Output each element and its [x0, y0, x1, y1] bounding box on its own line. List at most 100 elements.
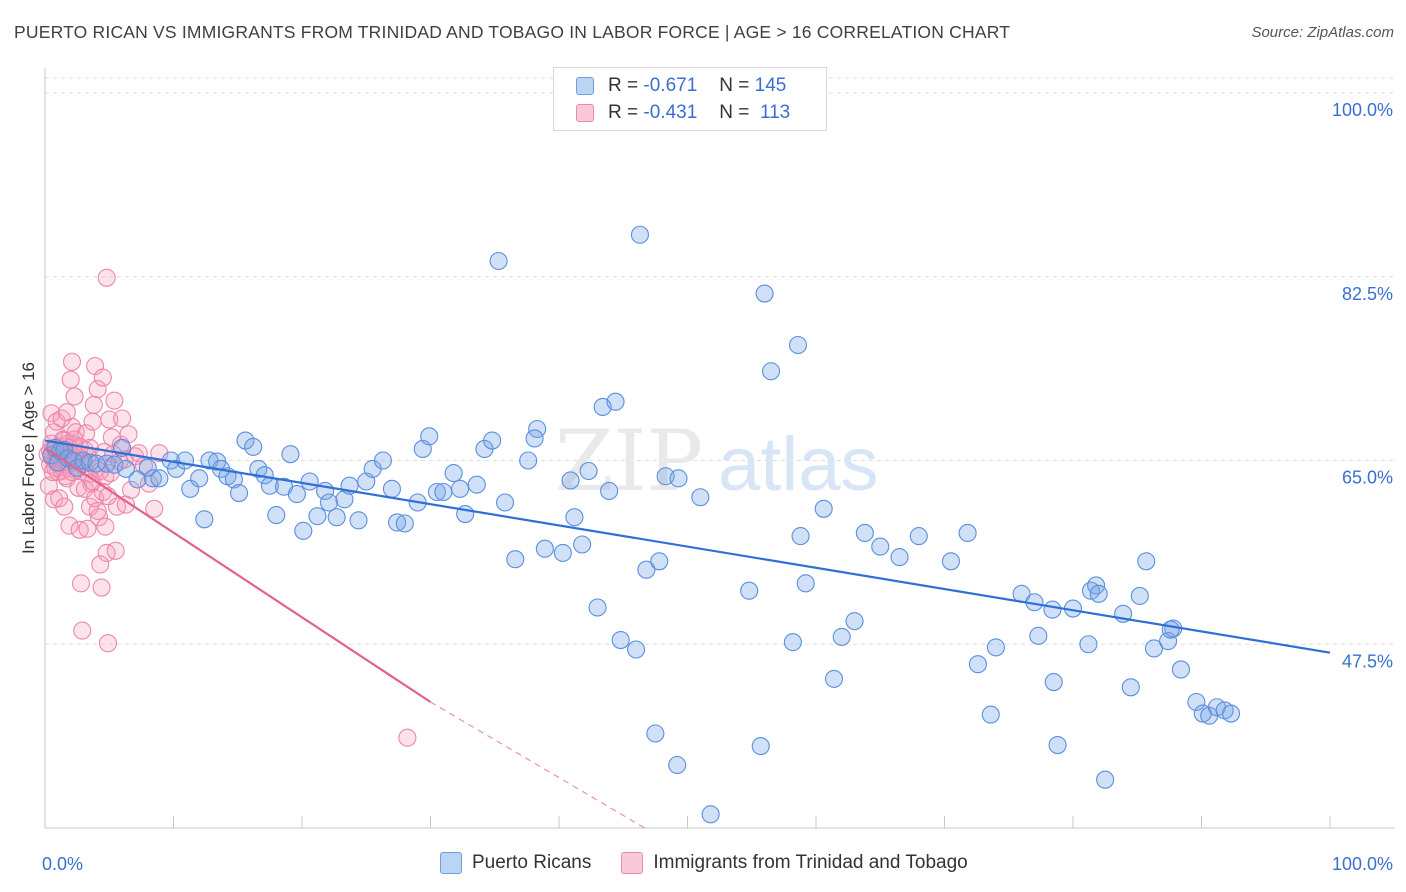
- legend-r-label: R =: [608, 102, 639, 123]
- watermark: ZIP atlas: [555, 412, 879, 510]
- data-point-blue: [791, 527, 810, 546]
- data-point-blue: [287, 485, 306, 504]
- data-point-blue: [116, 459, 136, 478]
- legend-r-value: -0.671: [643, 75, 698, 96]
- data-point-blue: [890, 548, 909, 567]
- data-point-blue: [701, 805, 720, 824]
- data-point-pink: [88, 380, 107, 399]
- series-swatch-pink: [621, 852, 644, 874]
- data-point-blue: [388, 513, 407, 532]
- data-point-pink: [105, 391, 124, 410]
- data-point-pink: [96, 517, 115, 536]
- data-point-blue: [1096, 770, 1115, 789]
- legend-row-pink: R = -0.431 N = 113: [576, 101, 790, 125]
- data-point-pink: [55, 497, 74, 516]
- watermark-atlas: atlas: [718, 422, 879, 507]
- data-point-blue: [941, 552, 960, 571]
- data-point-blue: [97, 454, 116, 473]
- data-point-blue: [143, 469, 162, 488]
- data-point-blue: [195, 510, 214, 529]
- trend-lines: [44, 439, 1331, 829]
- data-point-blue: [1171, 660, 1190, 679]
- data-point-blue: [691, 488, 710, 507]
- data-point-blue: [761, 362, 781, 381]
- data-point-blue: [87, 454, 106, 473]
- data-point-blue: [783, 633, 802, 652]
- data-point-blue: [1130, 586, 1149, 606]
- legend-row-blue: R = -0.671 N = 145: [576, 74, 786, 98]
- series-swatch-blue: [440, 852, 462, 874]
- data-point-pink: [70, 520, 89, 539]
- data-point-blue: [308, 507, 327, 526]
- legend-r-label: R =: [608, 75, 639, 96]
- data-point-blue: [229, 483, 249, 503]
- data-point-pink: [62, 352, 82, 371]
- data-point-blue: [444, 464, 463, 483]
- trend-line-pink-extension: [430, 701, 645, 829]
- data-point-pink: [107, 497, 127, 516]
- data-point-blue: [190, 469, 209, 488]
- data-point-blue: [319, 493, 339, 512]
- data-point-pink: [93, 368, 112, 387]
- data-point-blue: [855, 523, 874, 543]
- data-point-pink: [89, 508, 109, 527]
- chart-title: PUERTO RICAN VS IMMIGRANTS FROM TRINIDAD…: [14, 22, 1011, 42]
- data-point-pink: [100, 410, 119, 429]
- data-point-blue: [565, 508, 584, 527]
- data-point-blue: [1121, 678, 1140, 697]
- legend-n-label: N =: [719, 102, 750, 123]
- data-point-pink: [71, 574, 91, 593]
- data-point-blue: [483, 431, 502, 450]
- data-point-blue: [588, 598, 607, 617]
- data-point-pink: [88, 501, 107, 520]
- series-legend: Puerto Ricans Immigrants from Trinidad a…: [440, 852, 998, 874]
- data-point-pink: [145, 499, 164, 518]
- data-point-blue: [420, 427, 439, 446]
- data-point-pink: [84, 395, 103, 414]
- legend-n-value: 113: [759, 102, 791, 123]
- data-point-pink: [113, 409, 132, 428]
- data-point-blue: [755, 284, 774, 303]
- data-point-blue: [506, 550, 525, 569]
- legend-r-value: -0.431: [643, 102, 698, 123]
- series-legend-item-blue: Puerto Ricans: [440, 852, 591, 874]
- data-point-blue: [267, 506, 286, 525]
- data-point-blue: [958, 523, 977, 543]
- legend-swatch-pink: [576, 104, 594, 122]
- data-point-blue: [327, 508, 346, 527]
- correlation-legend: R = -0.671 N = 145 R = -0.431 N = 113: [553, 67, 827, 131]
- data-point-blue: [434, 482, 453, 502]
- data-point-blue: [1048, 735, 1067, 755]
- legend-n-label: N =: [719, 75, 750, 96]
- data-point-pink: [57, 403, 76, 422]
- data-point-blue: [606, 392, 625, 411]
- data-point-blue: [668, 755, 687, 775]
- data-point-blue: [871, 537, 890, 556]
- data-point-blue: [788, 335, 808, 355]
- data-point-pink: [150, 444, 169, 463]
- data-point-pink: [106, 541, 125, 560]
- data-point-blue: [294, 521, 313, 540]
- data-point-pink: [398, 728, 417, 747]
- data-point-blue: [796, 574, 815, 593]
- data-point-pink: [92, 578, 111, 597]
- data-point-blue: [1161, 620, 1180, 639]
- data-point-blue: [740, 581, 759, 600]
- data-point-blue: [349, 511, 368, 530]
- data-point-blue: [1137, 552, 1156, 571]
- data-point-blue: [395, 514, 414, 533]
- x-tick-label: 100.0%: [1332, 854, 1393, 874]
- data-point-blue: [600, 481, 619, 501]
- data-point-pink: [122, 480, 141, 499]
- data-point-blue: [1044, 672, 1063, 692]
- data-point-blue: [832, 627, 851, 646]
- data-point-blue: [824, 669, 844, 688]
- series-pink-points: [38, 268, 417, 747]
- data-point-blue: [244, 437, 263, 456]
- data-point-pink: [65, 387, 84, 406]
- data-point-blue: [986, 638, 1005, 657]
- series-blue-points: [42, 225, 1241, 824]
- data-point-blue: [1089, 584, 1108, 603]
- source-label: Source: ZipAtlas.com: [1251, 24, 1394, 41]
- trend-line-blue: [44, 439, 1331, 654]
